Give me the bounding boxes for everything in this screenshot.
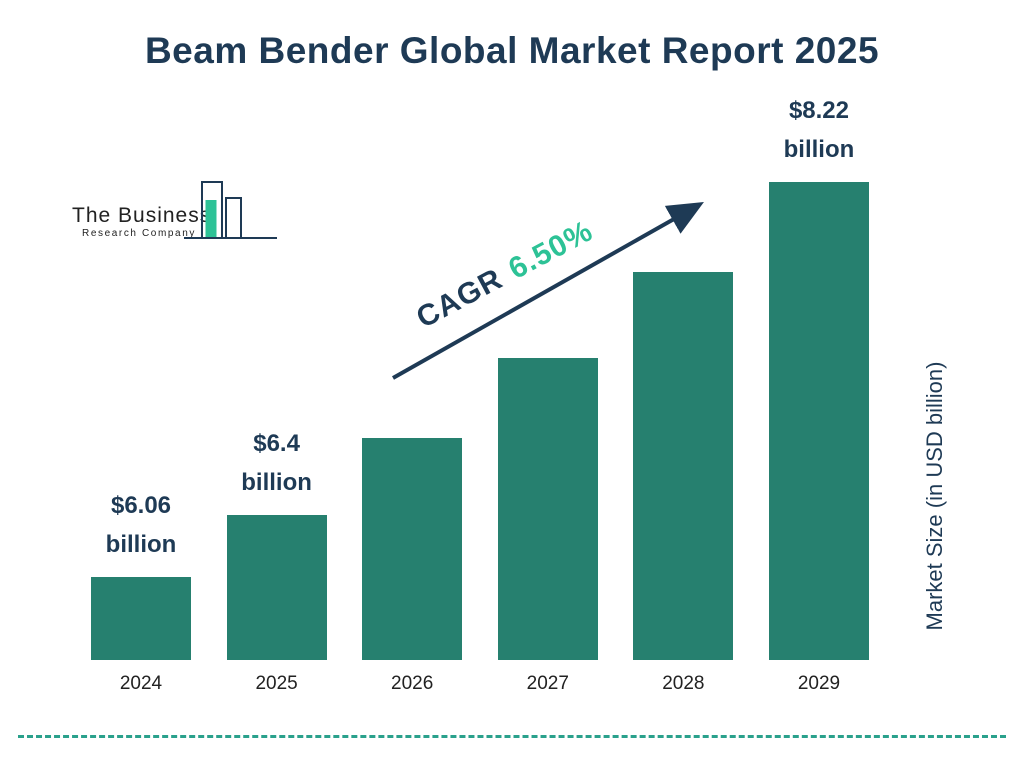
bar-column: 2026 <box>351 438 473 695</box>
y-axis-title: Market Size (in USD billion) <box>922 361 947 631</box>
chart-area: CAGR6.50% $6.06 billion 2024 $6.4 billion 202… <box>45 90 915 695</box>
logo-text-line1: The Business <box>72 204 211 227</box>
bar <box>362 438 463 660</box>
bar-column: $6.06 billion 2024 <box>80 487 202 695</box>
bar-value-label: $6.4 billion <box>241 430 312 497</box>
bottom-dashed-line <box>18 735 1006 738</box>
logo-bars-icon <box>184 181 277 239</box>
bar <box>91 577 191 660</box>
bar <box>226 515 327 660</box>
x-axis-label: 2027 <box>526 673 569 694</box>
bar-column: $6.4 billion 2025 <box>216 425 338 695</box>
bar-value-label: $8.22 billion <box>783 97 855 164</box>
bar-value-label: $6.06 billion <box>105 492 177 559</box>
x-axis-label: 2025 <box>255 673 298 694</box>
bar-column: 2027 <box>487 358 609 695</box>
logo-text-line2: Research Company <box>82 228 196 239</box>
company-logo: The Business Research Company <box>72 181 277 239</box>
x-axis-label: 2029 <box>797 673 841 694</box>
x-axis-label: 2026 <box>391 673 434 694</box>
x-axis-label: 2024 <box>119 673 163 694</box>
bar <box>768 182 869 660</box>
x-axis-label: 2028 <box>662 673 705 694</box>
bar-column: 2028 <box>622 272 744 695</box>
bar <box>497 358 598 660</box>
bars-container: $6.06 billion 2024 $6.4 billion 2025 2026 2027 2… <box>45 92 915 695</box>
bar-column: $8.22 billion 2029 <box>758 92 880 695</box>
bar <box>633 272 734 660</box>
chart-title: Beam Bender Global Market Report 2025 <box>144 30 880 71</box>
